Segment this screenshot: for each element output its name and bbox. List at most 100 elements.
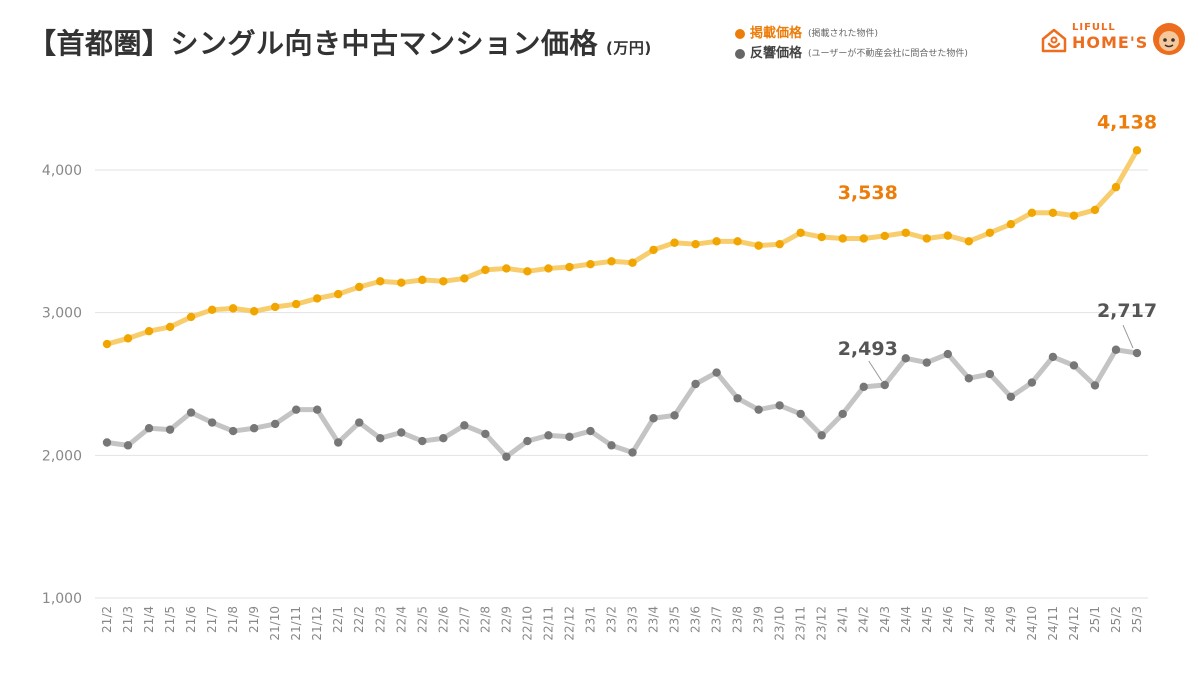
data-point (418, 275, 427, 285)
y-tick-label: 2,000 (42, 448, 82, 464)
x-tick-label: 21/2 (100, 606, 114, 633)
x-tick-label: 23/2 (604, 606, 618, 633)
data-point (481, 429, 490, 439)
annotation-leader (1122, 324, 1134, 349)
x-tick-label: 21/8 (226, 606, 240, 633)
data-point (102, 438, 112, 447)
data-point (439, 434, 448, 443)
chart-title: 【首都圏】シングル向き中古マンション価格 (万円) (28, 22, 652, 62)
x-tick-label: 24/8 (983, 606, 997, 633)
x-tick-label: 22/12 (562, 606, 576, 641)
data-point (859, 234, 868, 243)
data-point (397, 278, 406, 287)
data-point (565, 432, 574, 441)
data-point (985, 369, 995, 379)
legend-item-listing: 掲載価格 (掲載された物件) (735, 24, 968, 44)
data-point (838, 234, 847, 243)
data-point (880, 231, 889, 241)
data-point (123, 334, 133, 343)
x-tick-label: 22/5 (415, 606, 429, 633)
x-tick-label: 21/4 (142, 606, 156, 633)
data-point (943, 231, 953, 240)
x-tick-label: 21/7 (205, 606, 219, 633)
data-point (712, 368, 721, 377)
legend-note-listing: (掲載された物件) (808, 29, 879, 39)
data-point (334, 438, 343, 447)
x-tick-label: 24/6 (941, 606, 955, 633)
x-tick-label: 22/3 (373, 606, 387, 633)
data-point (880, 380, 889, 390)
data-point (607, 257, 616, 266)
data-point (144, 424, 154, 433)
x-tick-label: 21/10 (268, 606, 282, 641)
data-point (123, 441, 133, 450)
data-point (964, 374, 974, 383)
data-point (418, 436, 427, 446)
x-tick-label: 23/12 (815, 606, 829, 641)
data-point (1006, 392, 1016, 402)
data-point (228, 304, 238, 313)
x-tick-label: 21/6 (184, 606, 198, 633)
data-point (186, 312, 196, 322)
data-point (207, 305, 217, 315)
data-point (544, 264, 553, 273)
x-tick-label: 24/11 (1046, 606, 1060, 641)
x-tick-label: 22/1 (331, 606, 345, 633)
data-point (186, 408, 196, 417)
data-point (502, 452, 511, 461)
legend-label-inquiry: 反響価格 (750, 46, 803, 61)
data-point (355, 282, 364, 292)
data-point (165, 425, 175, 434)
data-point (943, 349, 953, 359)
data-point (901, 228, 910, 237)
x-tick-label: 23/11 (794, 606, 808, 641)
data-point (1006, 220, 1016, 229)
x-tick-label: 24/5 (920, 606, 934, 633)
x-tick-label: 24/12 (1067, 606, 1081, 641)
data-point (838, 409, 847, 419)
data-point (796, 228, 805, 237)
data-point (270, 419, 280, 429)
data-point (817, 232, 826, 242)
x-tick-label: 21/12 (310, 606, 324, 641)
data-point (334, 289, 343, 299)
data-point (733, 237, 742, 246)
data-point (754, 241, 763, 250)
data-point (586, 426, 595, 436)
data-point (1132, 348, 1142, 358)
x-tick-label: 22/8 (478, 606, 492, 633)
unit-label: (万円) (606, 39, 652, 57)
data-label: 4,138 (1097, 111, 1157, 133)
data-point (291, 299, 301, 309)
data-point (754, 405, 763, 414)
data-point (313, 294, 322, 303)
data-point (270, 302, 280, 312)
data-point (964, 237, 974, 246)
x-tick-label: 24/10 (1025, 606, 1039, 641)
data-point (691, 379, 700, 389)
legend-note-inquiry: (ユーザーが不動産会社に問合せた物件) (808, 49, 968, 59)
x-tick-label: 23/5 (668, 606, 682, 633)
data-point (712, 237, 721, 246)
data-point (249, 307, 259, 316)
x-tick-label: 22/10 (520, 606, 534, 641)
data-label: 2,493 (838, 338, 898, 360)
legend-label-listing: 掲載価格 (750, 26, 803, 41)
x-tick-label: 25/3 (1130, 606, 1144, 633)
data-point (649, 414, 658, 423)
data-point (1132, 146, 1142, 155)
data-point (1069, 211, 1079, 220)
data-point (1090, 205, 1100, 215)
data-point (670, 411, 679, 420)
data-point (397, 428, 406, 437)
data-point (607, 441, 616, 450)
x-tick-label: 23/1 (583, 606, 597, 633)
data-point (796, 409, 805, 419)
x-tick-label: 22/4 (394, 606, 408, 633)
legend-item-inquiry: 反響価格 (ユーザーが不動産会社に問合せた物件) (735, 44, 968, 64)
x-tick-label: 24/1 (836, 606, 850, 633)
data-point (1027, 208, 1037, 217)
data-point (817, 431, 826, 440)
data-point (775, 239, 784, 249)
data-point (922, 234, 931, 243)
